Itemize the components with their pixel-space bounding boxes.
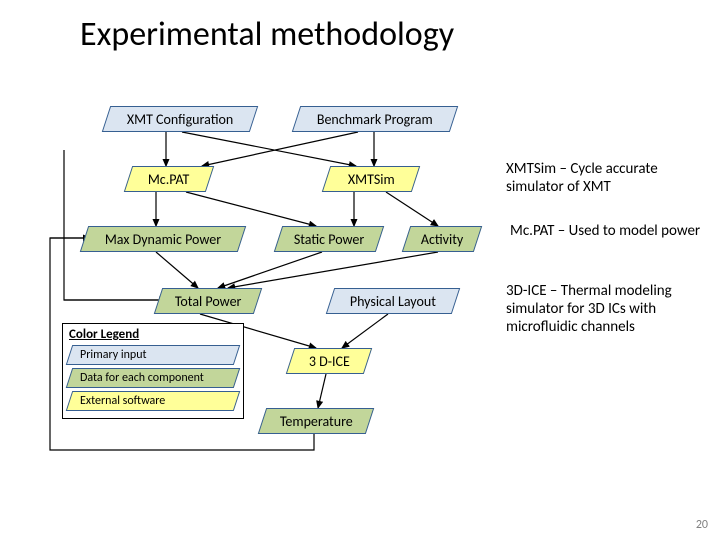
arrow-8	[156, 252, 198, 288]
node-static-pwr: Static Power	[274, 226, 384, 252]
annotation-a2: Mc.PAT – Used to model power	[510, 222, 718, 240]
slide-number: 20	[696, 518, 708, 532]
node-label: XMTSim	[342, 171, 401, 188]
node-label: 3 D-ICE	[303, 353, 356, 370]
node-temperature: Temperature	[258, 408, 374, 434]
arrow-12	[342, 314, 388, 348]
node-label: Static Power	[288, 231, 370, 248]
node-xmtsim: XMTSim	[322, 166, 420, 192]
node-xmt-config: XMT Configuration	[102, 106, 258, 132]
node-label: Physical Layout	[344, 293, 442, 310]
node-label: XMT Configuration	[121, 111, 239, 128]
annotation-a3: 3D-ICE – Thermal modeling simulator for …	[506, 282, 718, 336]
node-threed-ice: 3 D-ICE	[286, 348, 372, 374]
node-activity: Activity	[402, 226, 482, 252]
legend-item-label: Data for each component	[80, 371, 204, 385]
legend-title: Color Legend	[63, 324, 243, 343]
slide-title: Experimental methodology	[80, 14, 454, 55]
node-label: Benchmark Program	[311, 111, 439, 128]
node-label: Total Power	[169, 293, 248, 310]
node-label: Activity	[415, 231, 469, 248]
node-bench-prog: Benchmark Program	[292, 106, 458, 132]
node-total-pwr: Total Power	[154, 288, 262, 314]
node-mcpat: Mc.PAT	[124, 166, 214, 192]
legend-item-2: External software	[66, 391, 240, 411]
color-legend: Color Legend Primary input Data for each …	[62, 323, 244, 419]
legend-item-label: External software	[80, 394, 165, 408]
arrow-2	[182, 132, 356, 166]
arrow-layer	[0, 0, 720, 540]
arrow-5	[186, 192, 316, 226]
arrow-13	[318, 374, 326, 408]
node-max-dyn: Max Dynamic Power	[80, 226, 246, 252]
arrow-9	[218, 252, 322, 288]
arrow-10	[228, 252, 438, 288]
annotation-a1: XMTSim – Cycle accurate simulator of XMT	[506, 160, 716, 196]
node-label: Mc.PAT	[142, 171, 195, 188]
node-label: Max Dynamic Power	[99, 231, 227, 248]
node-phys-layout: Physical Layout	[326, 288, 460, 314]
arrow-7	[386, 192, 438, 226]
arrow-1	[202, 132, 358, 166]
legend-item-0: Primary input	[66, 345, 240, 365]
legend-item-1: Data for each component	[66, 368, 240, 388]
legend-item-label: Primary input	[80, 348, 147, 362]
node-label: Temperature	[274, 413, 359, 430]
